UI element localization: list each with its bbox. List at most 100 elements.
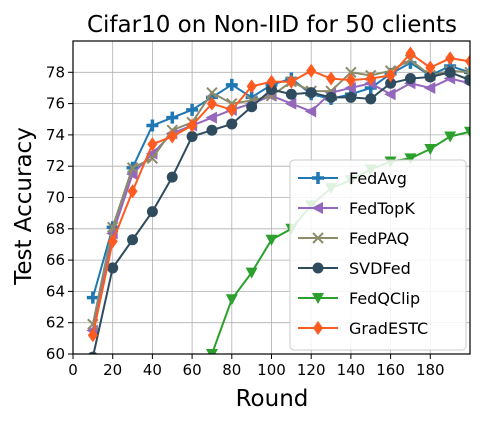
y-tick-label: 76 xyxy=(46,95,65,113)
legend-marker xyxy=(312,232,324,244)
data-point-gradestc xyxy=(87,328,98,343)
x-tick-label: 120 xyxy=(297,361,326,379)
data-point-fedavg xyxy=(166,111,179,124)
data-point-fedavg xyxy=(86,291,99,304)
series-fedpaq xyxy=(87,54,470,330)
data-point-svdfed xyxy=(464,74,470,86)
legend-label: FedQClip xyxy=(349,289,420,308)
data-point-gradestc xyxy=(405,46,416,61)
data-point-fedavg xyxy=(186,103,199,116)
x-tick-label: 60 xyxy=(183,361,202,379)
data-point-svdfed xyxy=(226,118,238,130)
data-point-fedqclip xyxy=(245,267,258,279)
data-point-fedtopk xyxy=(423,81,436,94)
x-tick-label: 80 xyxy=(222,361,241,379)
data-point-gradestc xyxy=(385,68,396,83)
legend-label: SVDFed xyxy=(349,259,411,278)
legend-item-fedavg: FedAvg xyxy=(298,169,407,188)
legend-item-svdfed: SVDFed xyxy=(298,259,411,278)
data-point-svdfed xyxy=(424,71,436,83)
data-point-gradestc xyxy=(167,129,178,144)
data-point-gradestc xyxy=(226,102,237,117)
legend-marker xyxy=(312,293,324,304)
data-point-fedtopk xyxy=(304,105,317,118)
data-point-gradestc xyxy=(127,184,138,199)
legend-marker xyxy=(313,321,323,335)
data-point-svdfed xyxy=(146,206,158,218)
data-point-fedqclip xyxy=(404,153,417,165)
data-point-fedpaq xyxy=(206,86,218,99)
data-point-fedqclip xyxy=(464,126,470,138)
x-axis-label: Round xyxy=(236,386,309,412)
series-gradestc xyxy=(87,46,470,343)
data-point-svdfed xyxy=(285,88,297,100)
y-tick-label: 62 xyxy=(46,314,65,332)
data-point-fedtopk xyxy=(284,97,297,110)
data-point-svdfed xyxy=(127,234,139,246)
data-point-fedqclip xyxy=(225,294,238,306)
data-point-gradestc xyxy=(246,79,257,94)
data-point-gradestc xyxy=(365,71,376,86)
legend-label: FedAvg xyxy=(349,169,407,188)
legend-item-gradestc: GradESTC xyxy=(298,319,428,338)
y-tick-label: 64 xyxy=(46,282,65,300)
x-tick-label: 100 xyxy=(257,361,286,379)
data-point-svdfed xyxy=(246,101,258,113)
y-tick-label: 74 xyxy=(46,126,65,144)
x-tick-label: 140 xyxy=(337,361,366,379)
data-point-svdfed xyxy=(266,84,277,96)
data-point-fedqclip xyxy=(205,349,218,354)
legend-marker xyxy=(312,262,324,274)
data-point-gradestc xyxy=(266,74,277,89)
data-point-svdfed xyxy=(305,87,317,99)
x-tick-label: 40 xyxy=(143,361,162,379)
plot-area xyxy=(86,46,470,354)
data-point-gradestc xyxy=(187,118,198,133)
data-point-fedpaq xyxy=(146,152,159,165)
data-point-gradestc xyxy=(345,73,356,88)
data-point-svdfed xyxy=(404,73,416,85)
legend: FedAvg FedTopK FedPAQ SVDFed FedQClip GradEST… xyxy=(289,159,467,351)
data-point-gradestc xyxy=(326,71,337,86)
data-point-svdfed xyxy=(325,91,337,103)
y-tick-label: 66 xyxy=(46,251,65,269)
axis-ticks: 0 20 40 60 80 100 120 140 160 180 60 62 64 66 68 70 72 74… xyxy=(46,63,445,379)
data-point-svdfed xyxy=(166,171,178,183)
x-tick-label: 0 xyxy=(68,361,78,379)
data-point-svdfed xyxy=(365,93,377,105)
data-point-svdfed xyxy=(186,130,198,142)
legend-item-fedtopk: FedTopK xyxy=(298,199,415,218)
x-tick-label: 20 xyxy=(103,361,122,379)
y-axis-label: Test Accuracy xyxy=(11,127,37,286)
data-point-fedtopk xyxy=(205,111,217,124)
data-point-gradestc xyxy=(147,137,158,152)
x-tick-label: 160 xyxy=(376,361,405,379)
data-point-svdfed xyxy=(385,77,397,89)
legend-item-fedpaq: FedPAQ xyxy=(298,229,409,248)
legend-label: FedPAQ xyxy=(349,229,409,248)
data-point-fedtopk xyxy=(384,88,396,101)
data-point-gradestc xyxy=(286,74,297,89)
y-tick-label: 60 xyxy=(46,345,65,363)
data-point-fedqclip xyxy=(424,143,437,155)
data-point-fedpaq xyxy=(126,162,139,174)
legend-marker xyxy=(311,202,323,214)
data-point-svdfed xyxy=(206,124,218,136)
data-point-fedpaq xyxy=(345,66,357,79)
y-tick-label: 78 xyxy=(46,63,65,81)
data-point-gradestc xyxy=(306,63,317,78)
data-point-fedavg xyxy=(146,119,159,132)
data-point-fedqclip xyxy=(265,234,278,246)
legend-label: FedTopK xyxy=(349,199,415,218)
y-tick-label: 72 xyxy=(46,157,65,175)
data-point-gradestc xyxy=(445,51,456,66)
series-svdfed xyxy=(88,66,470,354)
data-point-svdfed xyxy=(88,351,98,354)
data-point-svdfed xyxy=(107,262,119,274)
series-layer xyxy=(86,46,470,354)
legend-marker xyxy=(312,172,324,184)
data-point-svdfed xyxy=(444,66,456,78)
data-point-fedtopk xyxy=(344,81,356,94)
data-point-fedavg xyxy=(225,78,238,91)
